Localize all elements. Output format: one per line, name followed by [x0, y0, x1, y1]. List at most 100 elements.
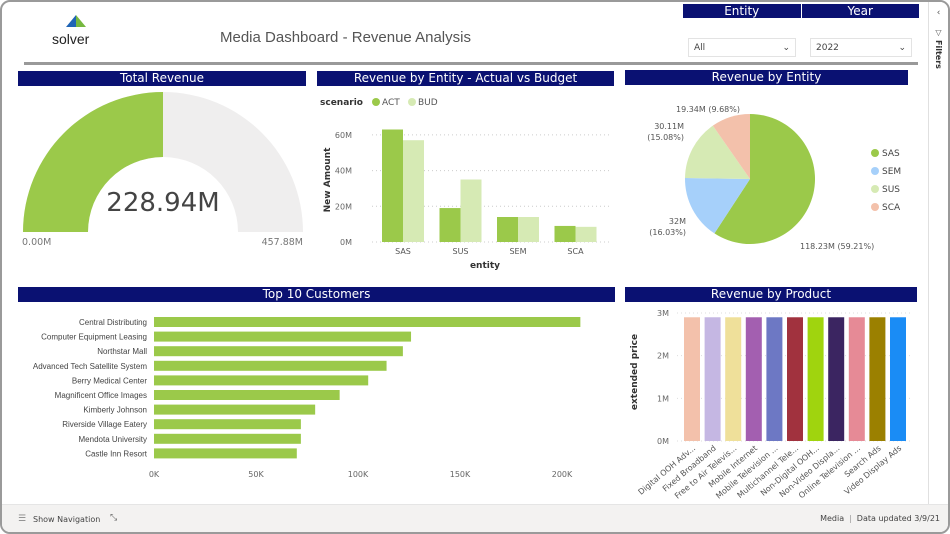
pie-slice-sus [685, 125, 750, 179]
x-tick: SCA [567, 247, 584, 256]
legend-marker [408, 98, 416, 106]
legend-label: SEM [882, 167, 901, 177]
x-tick: SAS [395, 247, 411, 256]
customer-bar [154, 360, 387, 371]
slice-label: 32M [669, 217, 686, 226]
gauge-chart: 228.94M 0.00M 457.88M [22, 92, 303, 248]
customer-label: Magnificent Office Images [55, 391, 147, 400]
legend-label: ACT [382, 98, 400, 108]
legend-marker [871, 185, 879, 193]
bar-act [497, 217, 518, 242]
x-tick: SEM [509, 247, 526, 256]
product-bar [828, 317, 845, 441]
customer-bar [154, 433, 301, 444]
product-bar [725, 317, 742, 441]
slice-label-pct: (15.08%) [647, 133, 684, 142]
legend-title: scenario [320, 98, 363, 108]
gauge-max: 457.88M [262, 237, 303, 248]
product-bar [890, 317, 906, 441]
slice-label: 118.23M (59.21%) [800, 242, 874, 251]
entity-value: All [694, 43, 706, 53]
y-tick: 1M [657, 394, 669, 403]
y-tick: 20M [335, 202, 352, 211]
customer-label: Central Distributing [79, 318, 147, 327]
pie-slice-sca [712, 114, 750, 179]
y-tick: 2M [657, 352, 669, 361]
customer-label: Kimberly Johnson [83, 406, 147, 415]
top-customers-title: Top 10 Customers [18, 287, 615, 302]
footer-bar: ☰ Show Navigation ⤡ Media | Data updated… [2, 504, 948, 532]
page-title: Media Dashboard - Revenue Analysis [220, 29, 471, 46]
x-tick: 50K [248, 470, 264, 479]
solver-logo: solver [52, 12, 96, 52]
logo-icon [66, 15, 86, 27]
pie-slice-sem [685, 178, 750, 234]
year-slicer-header: Year [801, 4, 919, 18]
bar-act [554, 225, 576, 242]
product-bar [766, 317, 783, 441]
x-axis-label: entity [470, 261, 500, 271]
legend-marker [372, 98, 380, 106]
filters-pane[interactable]: ‹ ▽ Filters [928, 2, 948, 508]
customer-bar [154, 317, 581, 327]
customer-bar [154, 404, 316, 415]
y-tick: 40M [335, 167, 352, 176]
gauge-min: 0.00M [22, 237, 51, 248]
top-customers-chart: Central Distributing Computer Equipment L… [33, 317, 581, 479]
year-value: 2022 [816, 43, 839, 53]
y-axis-label: New Amount [323, 147, 333, 212]
collapse-icon[interactable]: ⤡ [110, 513, 118, 523]
bar-bud [403, 140, 424, 242]
customer-label: Advanced Tech Satellite System [33, 362, 147, 371]
x-tick: SUS [452, 247, 468, 256]
collapse-chevron-icon[interactable]: ‹ [936, 8, 941, 18]
legend-label: SUS [882, 185, 900, 195]
legend-marker [871, 149, 879, 157]
total-revenue-title: Total Revenue [18, 71, 306, 86]
customer-bar [154, 448, 297, 459]
legend-label: SCA [882, 203, 901, 213]
customer-label: Northstar Mall [97, 347, 147, 356]
gauge-value: 228.94M [106, 188, 219, 218]
product-bar [848, 317, 865, 441]
filters-label: Filters [934, 40, 943, 69]
bar-bud [575, 226, 597, 242]
footer-status: Media | Data updated 3/9/21 [820, 514, 940, 523]
customer-bar [154, 390, 340, 400]
data-updated: Data updated 3/9/21 [856, 514, 940, 523]
legend-marker [871, 167, 879, 175]
entity-pie-chart: 118.23M (59.21%) SAS 32M (16.03%) SEM 30.11M (… [647, 105, 901, 251]
customer-bar [154, 419, 301, 430]
customer-bar [154, 346, 403, 357]
logo-text: solver [52, 31, 90, 47]
x-tick: 0K [149, 470, 160, 479]
pie-title: Revenue by Entity [625, 70, 908, 85]
legend-label: SAS [882, 149, 900, 159]
bar-bud [460, 179, 482, 242]
entity-dropdown[interactable]: All ⌄ [688, 38, 796, 57]
filter-icon: ▽ [935, 28, 942, 37]
y-tick: 60M [335, 131, 352, 140]
legend-marker [871, 203, 879, 211]
x-tick: 150K [450, 470, 471, 479]
product-title: Revenue by Product [625, 287, 917, 302]
legend-label: BUD [418, 98, 438, 108]
page-name: Media [820, 514, 845, 523]
year-dropdown[interactable]: 2022 ⌄ [810, 38, 912, 57]
chevron-down-icon: ⌄ [782, 43, 790, 53]
x-tick: 200K [552, 470, 573, 479]
product-bar [787, 317, 803, 441]
show-navigation-button[interactable]: Show Navigation [33, 515, 101, 524]
customer-label: Castle Inn Resort [85, 449, 148, 458]
customer-label: Computer Equipment Leasing [41, 333, 147, 342]
bar-act [382, 129, 403, 242]
gauge-fill [23, 92, 163, 232]
customer-label: Berry Medical Center [72, 376, 147, 385]
customer-bar [154, 375, 369, 386]
entity-slicer-header: Entity [683, 4, 801, 18]
bar-bud [518, 217, 539, 242]
separator: | [849, 514, 852, 523]
hamburger-icon[interactable]: ☰ [18, 514, 27, 524]
divider [24, 62, 918, 65]
